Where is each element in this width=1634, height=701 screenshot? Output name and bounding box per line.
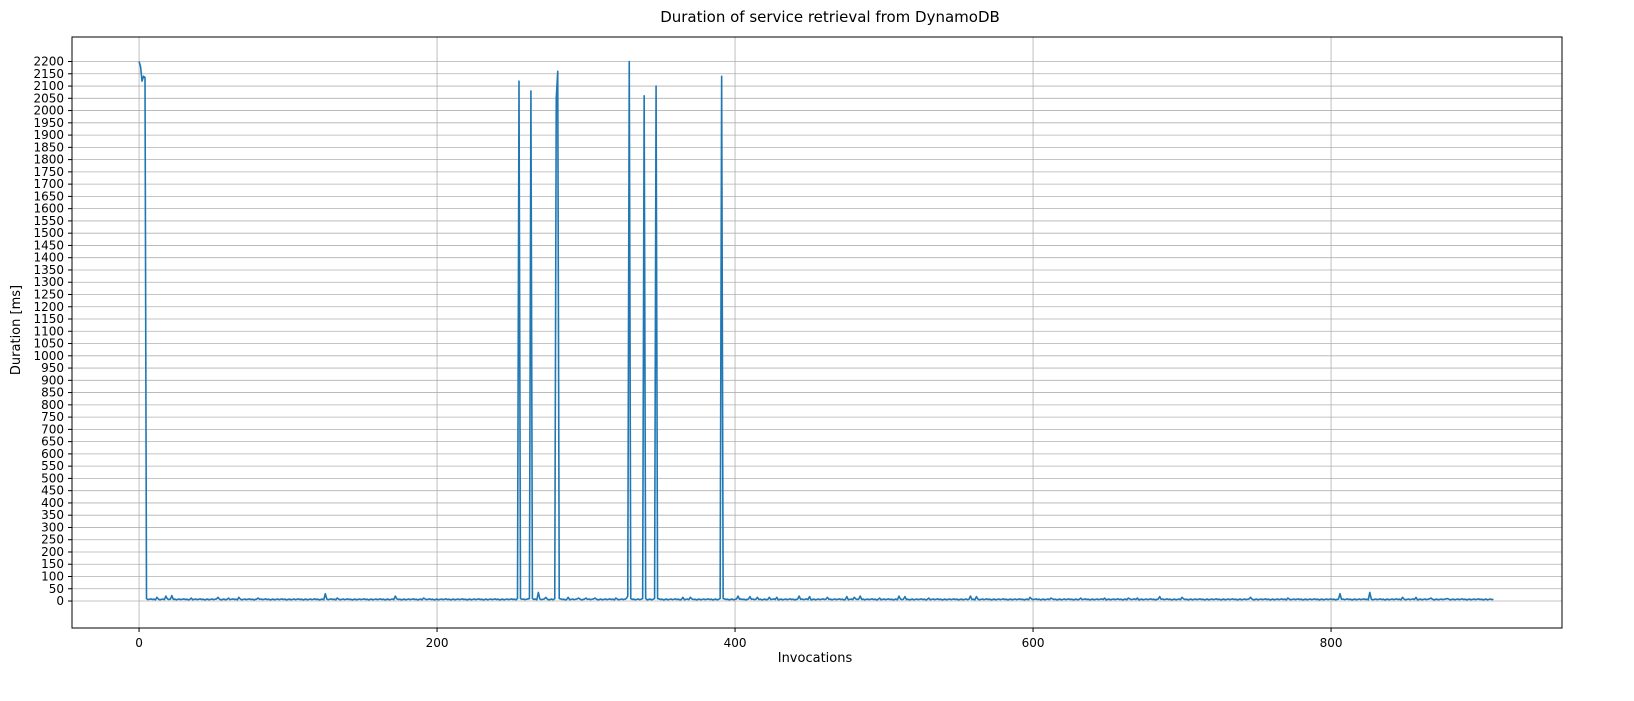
y-tick-label: 1050 [33, 337, 64, 351]
y-tick-label: 50 [49, 582, 64, 596]
y-tick-label: 800 [41, 398, 64, 412]
y-tick-label: 650 [41, 435, 64, 449]
chart-title: Duration of service retrieval from Dynam… [660, 8, 1000, 26]
y-tick-label: 750 [41, 410, 64, 424]
y-tick-label: 1900 [33, 128, 64, 142]
y-tick-label: 450 [41, 484, 64, 498]
y-tick-label: 1150 [33, 312, 64, 326]
y-tick-label: 600 [41, 447, 64, 461]
y-tick-label: 1650 [33, 189, 64, 203]
plot-frame [71, 36, 1563, 629]
y-tick-label: 350 [41, 508, 64, 522]
x-tick-label: 800 [1320, 636, 1343, 650]
y-tick-label: 150 [41, 557, 64, 571]
grid-lines [72, 37, 1562, 628]
y-tick-label: 2100 [33, 79, 64, 93]
y-tick-label: 1850 [33, 140, 64, 154]
x-tick-label: 0 [135, 636, 143, 650]
y-tick-label: 500 [41, 471, 64, 485]
y-tick-label: 1300 [33, 275, 64, 289]
y-tick-label: 1000 [33, 349, 64, 363]
y-tick-label: 1100 [33, 324, 64, 338]
x-axis-ticks: 0 200 400 600 800 [135, 628, 1343, 650]
series-line [138, 60, 1494, 601]
y-tick-label: 900 [41, 373, 64, 387]
x-axis-label: Invocations [778, 651, 853, 666]
y-tick-label: 250 [41, 533, 64, 547]
x-tick-label: 600 [1022, 636, 1045, 650]
y-tick-label: 1450 [33, 238, 64, 252]
y-tick-label: 1250 [33, 287, 64, 301]
y-tick-label: 2150 [33, 67, 64, 81]
y-tick-label: 1950 [33, 116, 64, 130]
y-tick-label: 1550 [33, 214, 64, 228]
y-tick-label: 1500 [33, 226, 64, 240]
y-tick-label: 1800 [33, 153, 64, 167]
y-tick-label: 1700 [33, 177, 64, 191]
y-tick-label: 2000 [33, 104, 64, 118]
y-tick-label: 2200 [33, 55, 64, 69]
x-tick-label: 200 [426, 636, 449, 650]
y-tick-label: 1750 [33, 165, 64, 179]
y-tick-label: 1600 [33, 202, 64, 216]
y-tick-label: 1400 [33, 251, 64, 265]
y-tick-label: 1350 [33, 263, 64, 277]
y-axis-ticks: 0501001502002503003504004505005506006507… [33, 55, 72, 608]
y-tick-label: 200 [41, 545, 64, 559]
y-tick-label: 100 [41, 570, 64, 584]
y-tick-label: 550 [41, 459, 64, 473]
y-axis-label: Duration [ms] [9, 285, 24, 375]
x-tick-label: 400 [724, 636, 747, 650]
y-tick-label: 400 [41, 496, 64, 510]
y-tick-label: 2050 [33, 91, 64, 105]
y-tick-label: 1200 [33, 300, 64, 314]
y-tick-label: 850 [41, 386, 64, 400]
y-tick-label: 950 [41, 361, 64, 375]
y-tick-label: 700 [41, 422, 64, 436]
y-tick-label: 300 [41, 520, 64, 534]
y-tick-label: 0 [56, 594, 64, 608]
